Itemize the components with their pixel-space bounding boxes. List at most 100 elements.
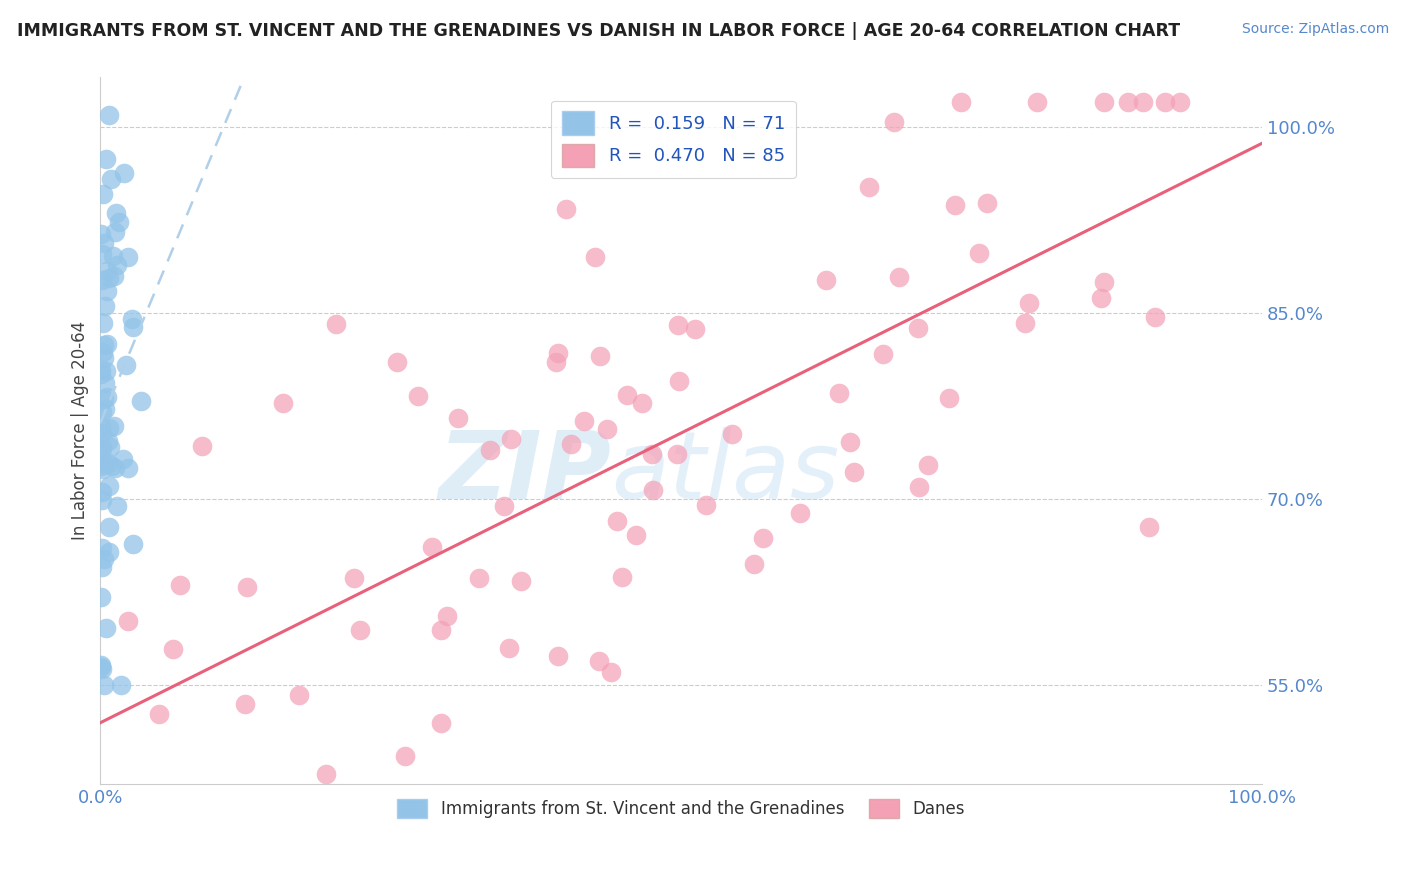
Point	[236, 580, 259, 594]
Point	[1168, 95, 1191, 110]
Legend: Immigrants from St. Vincent and the Grenadines, Danes: Immigrants from St. Vincent and the Gren…	[391, 792, 972, 825]
Point	[430, 715, 453, 730]
Point	[112, 166, 135, 180]
Point	[103, 268, 125, 283]
Point	[887, 269, 910, 284]
Point	[683, 322, 706, 336]
Text: Source: ZipAtlas.com: Source: ZipAtlas.com	[1241, 22, 1389, 37]
Point	[91, 344, 114, 359]
Point	[838, 435, 860, 450]
Point	[94, 376, 117, 391]
Point	[90, 590, 112, 604]
Point	[162, 642, 184, 657]
Point	[101, 248, 124, 262]
Point	[695, 498, 717, 512]
Point	[616, 388, 638, 402]
Point	[547, 345, 569, 359]
Point	[94, 621, 117, 635]
Point	[626, 527, 648, 541]
Point	[349, 623, 371, 637]
Point	[546, 355, 568, 369]
Point	[96, 390, 118, 404]
Point	[1143, 310, 1166, 324]
Point	[111, 451, 134, 466]
Point	[191, 439, 214, 453]
Point	[97, 434, 120, 449]
Point	[90, 658, 112, 673]
Point	[385, 354, 408, 368]
Point	[117, 461, 139, 475]
Point	[555, 202, 578, 216]
Point	[91, 462, 114, 476]
Point	[605, 514, 627, 528]
Point	[938, 391, 960, 405]
Point	[122, 537, 145, 551]
Point	[478, 443, 501, 458]
Point	[949, 95, 972, 110]
Point	[240, 877, 263, 891]
Point	[91, 559, 114, 574]
Point	[666, 447, 689, 461]
Point	[509, 574, 531, 588]
Point	[91, 187, 114, 202]
Point	[589, 349, 612, 363]
Point	[945, 198, 967, 212]
Point	[90, 660, 112, 674]
Point	[91, 662, 114, 676]
Point	[93, 392, 115, 406]
Point	[721, 427, 744, 442]
Point	[104, 225, 127, 239]
Point	[93, 316, 115, 330]
Point	[583, 250, 606, 264]
Point	[643, 483, 665, 497]
Point	[271, 396, 294, 410]
Point	[93, 402, 115, 417]
Point	[288, 688, 311, 702]
Point	[976, 196, 998, 211]
Point	[1090, 291, 1112, 305]
Point	[129, 393, 152, 408]
Point	[1092, 275, 1115, 289]
Point	[1116, 95, 1139, 110]
Point	[447, 410, 470, 425]
Point	[1132, 95, 1154, 110]
Point	[827, 385, 849, 400]
Point	[115, 358, 138, 372]
Text: ZIP: ZIP	[439, 427, 612, 519]
Point	[814, 273, 837, 287]
Point	[668, 374, 690, 388]
Point	[98, 520, 121, 534]
Point	[90, 420, 112, 434]
Point	[97, 544, 120, 558]
Point	[907, 321, 929, 335]
Point	[1014, 316, 1036, 330]
Point	[90, 493, 112, 508]
Point	[91, 247, 114, 261]
Point	[90, 425, 112, 440]
Point	[90, 451, 112, 466]
Point	[420, 541, 443, 555]
Point	[103, 419, 125, 434]
Point	[789, 507, 811, 521]
Point	[93, 338, 115, 352]
Point	[90, 227, 112, 242]
Point	[501, 433, 523, 447]
Point	[96, 284, 118, 298]
Point	[1092, 95, 1115, 110]
Point	[97, 479, 120, 493]
Point	[93, 457, 115, 471]
Point	[104, 460, 127, 475]
Point	[610, 570, 633, 584]
Point	[98, 107, 121, 121]
Point	[100, 171, 122, 186]
Text: atlas: atlas	[612, 427, 839, 518]
Point	[97, 456, 120, 470]
Point	[117, 614, 139, 628]
Point	[90, 367, 112, 381]
Point	[498, 641, 520, 656]
Point	[91, 273, 114, 287]
Point	[547, 649, 569, 664]
Point	[105, 258, 128, 272]
Point	[90, 362, 112, 376]
Point	[93, 677, 115, 691]
